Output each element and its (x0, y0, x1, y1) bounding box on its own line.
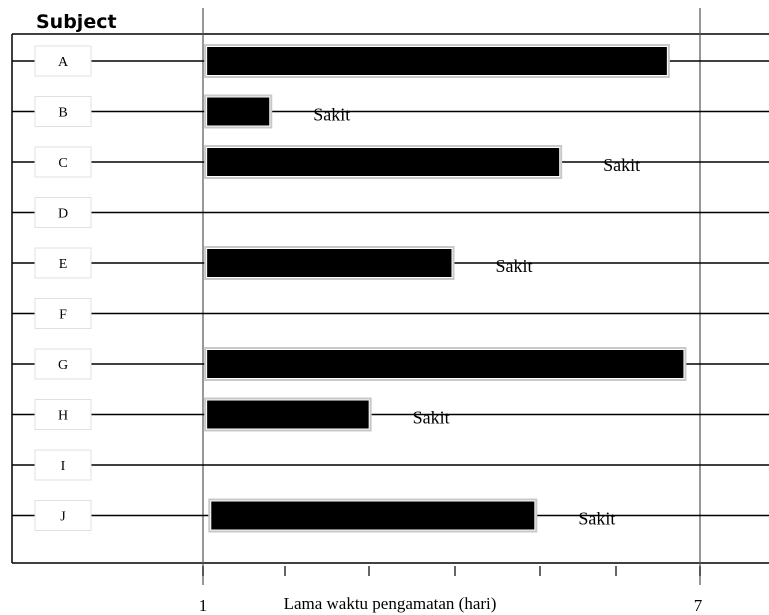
subject-label: D (58, 207, 68, 222)
subject-label-box (34, 500, 92, 531)
bar-g (207, 350, 684, 378)
subject-label-box (34, 45, 92, 77)
subject-row-b: B Sakit (12, 94, 769, 129)
bar-a (207, 47, 667, 75)
bar-j (211, 501, 535, 530)
subject-label-box (34, 399, 92, 430)
subject-label-box (34, 298, 92, 329)
subject-row-e: E Sakit (12, 246, 769, 280)
subject-rows: A B Sakit C Sakit D E Sakit F G H Sakit I J Sakit (12, 44, 769, 533)
subject-label-box (34, 449, 92, 481)
subject-label-box (34, 348, 92, 380)
chart-frame (11, 8, 769, 585)
subject-label: B (58, 106, 67, 121)
subject-row-j: J Sakit (12, 498, 769, 533)
subject-label: A (58, 55, 69, 70)
subject-label: F (59, 308, 67, 323)
subject-row-d: D (12, 197, 769, 228)
x-tick-label: 7 (694, 596, 703, 615)
subject-label: I (61, 459, 66, 474)
subject-label-box (34, 146, 92, 178)
subject-row-h: H Sakit (12, 397, 769, 432)
subject-row-i: I (12, 449, 769, 481)
subject-label-box (34, 197, 92, 228)
subject-row-c: C Sakit (12, 145, 769, 179)
bar-annotation: Sakit (496, 256, 533, 276)
subject-label: E (59, 257, 68, 272)
subject-label: C (58, 156, 67, 171)
chart-title: Subject (36, 11, 117, 33)
subject-row-a: A (12, 44, 769, 78)
bar-annotation: Sakit (413, 408, 450, 428)
bar-h (207, 400, 369, 429)
bar-b (207, 97, 270, 126)
subject-label-box (34, 96, 92, 127)
x-axis-label: Lama waktu pengamatan (hari) (284, 594, 497, 613)
bar-annotation: Sakit (313, 105, 350, 125)
bar-e (207, 249, 452, 277)
subject-row-g: G (12, 347, 769, 381)
subject-label: H (58, 409, 68, 424)
bar-annotation: Sakit (603, 155, 640, 175)
subject-row-f: F (12, 298, 769, 329)
bar-annotation: Sakit (578, 509, 615, 529)
x-tick-label: 1 (199, 596, 208, 615)
subject-label: G (58, 358, 68, 373)
subject-label: J (60, 510, 66, 525)
bar-c (207, 148, 560, 176)
subject-label-box (34, 247, 92, 279)
